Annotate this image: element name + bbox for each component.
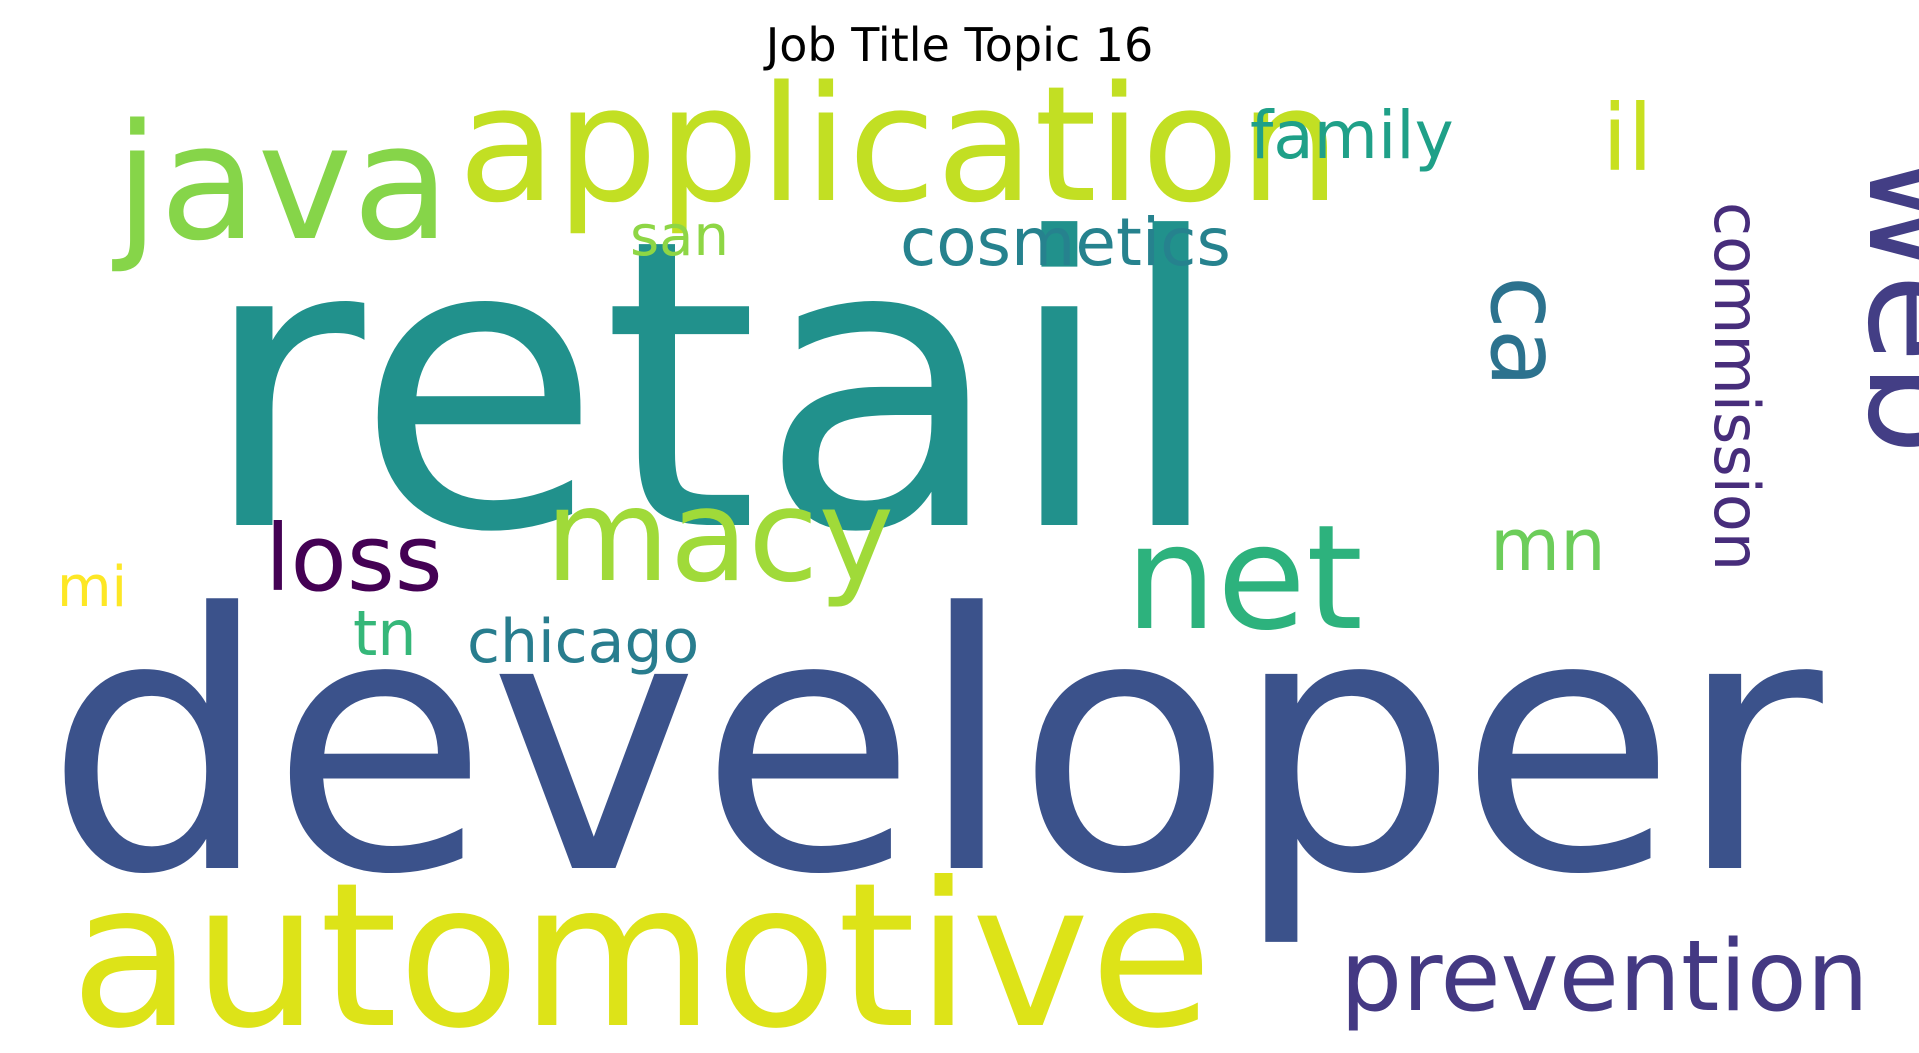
word-web: web	[1835, 155, 1919, 455]
word-family: family	[1250, 97, 1454, 174]
word-commission: commission	[1700, 202, 1773, 571]
word-automotive: automotive	[70, 840, 1213, 1053]
word-ca: ca	[1469, 276, 1581, 388]
word-mi: mi	[57, 555, 127, 620]
word-prevention: prevention	[1340, 920, 1869, 1034]
word-san: san	[630, 204, 729, 269]
word-tn: tn	[353, 597, 417, 670]
word-net: net	[1125, 494, 1363, 663]
word-loss: loss	[265, 505, 443, 612]
word-il: il	[1602, 85, 1653, 192]
word-macy: macy	[545, 462, 894, 611]
word-java: java	[112, 89, 450, 276]
word-cosmetics: cosmetics	[900, 204, 1231, 281]
word-chicago: chicago	[467, 607, 699, 677]
word-mn: mn	[1490, 503, 1606, 587]
